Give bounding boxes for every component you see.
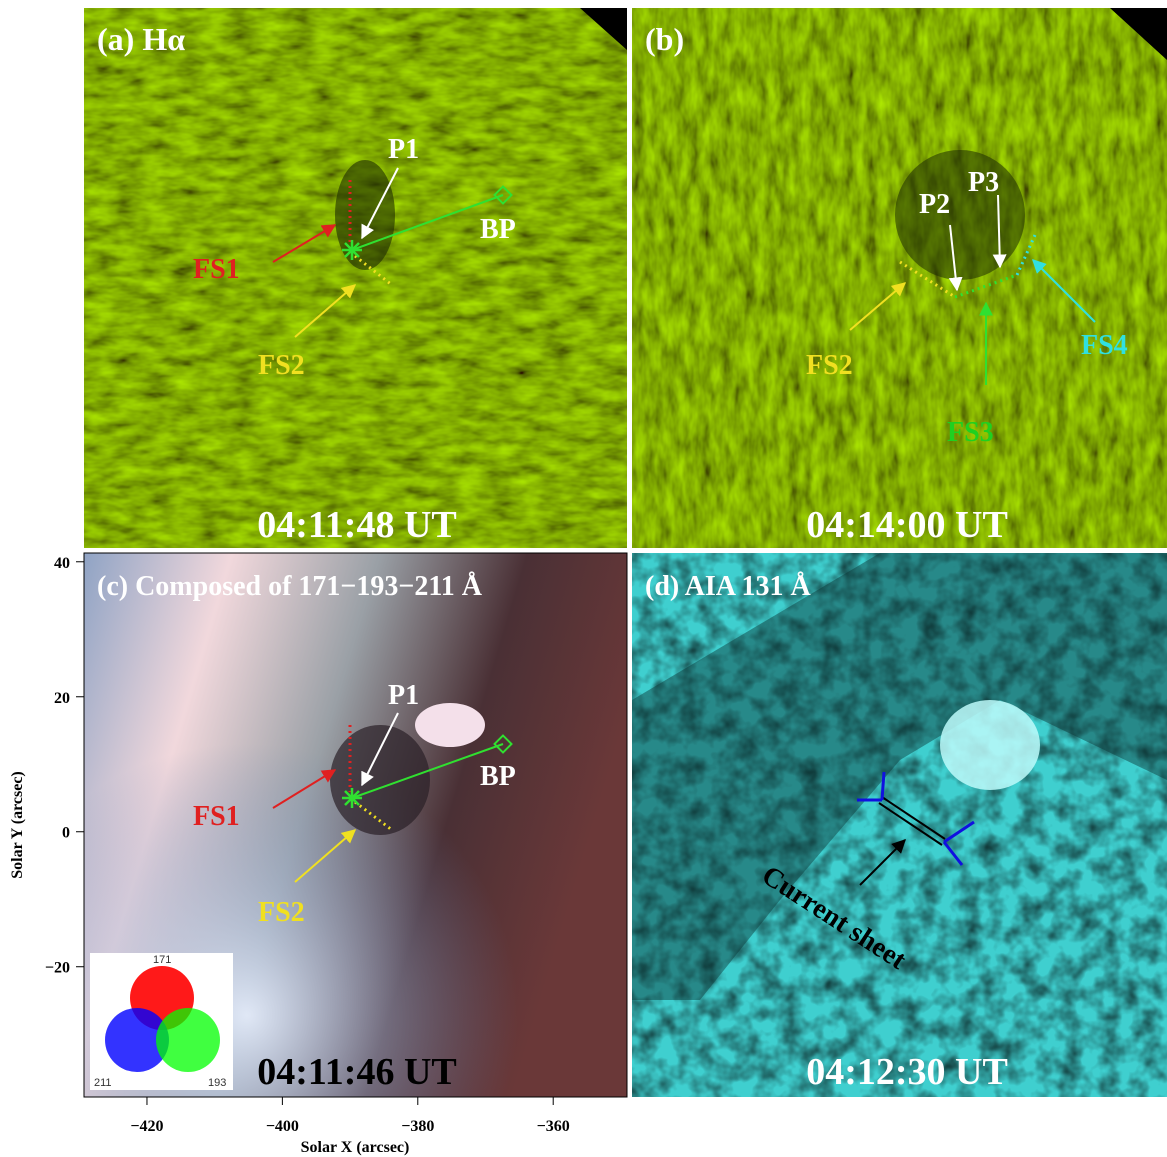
color-inset: 171 193 211 — [90, 953, 233, 1090]
star — [342, 788, 362, 808]
figure: (a) Hα P1 BP FS1 FS2 04:11:48 UT (b) P2 … — [0, 0, 1167, 1157]
x-tick-label: −380 — [401, 1118, 434, 1135]
panel-label: (c) Composed of 171−193−211 Å — [97, 571, 483, 602]
panel-label: (d) AIA 131 Å — [645, 571, 811, 602]
inset-label: 193 — [208, 1077, 226, 1089]
bright-loop — [415, 703, 485, 747]
panel-d: (d) AIA 131 Å Current sheet 04:12:30 UT — [632, 553, 1167, 1097]
dark-region — [895, 150, 1025, 280]
x-tick-label: −360 — [537, 1118, 570, 1135]
timestamp: 04:14:00 UT — [806, 504, 1008, 546]
inset-label: 211 — [94, 1077, 112, 1089]
annotation: P2 — [919, 189, 950, 220]
panel-label: (a) Hα — [97, 21, 185, 57]
timestamp: 04:11:48 UT — [257, 504, 457, 546]
timestamp: 04:12:30 UT — [806, 1051, 1008, 1093]
timestamp: 04:11:46 UT — [257, 1051, 457, 1093]
y-axis-label: Solar Y (arcsec) — [9, 771, 26, 879]
y-tick-label: −20 — [45, 960, 70, 977]
panel-label: (b) — [645, 21, 684, 57]
annotation: P1 — [388, 680, 419, 711]
dark-region — [330, 725, 430, 835]
halpha-texture — [632, 8, 1167, 548]
annotation: P1 — [388, 134, 419, 165]
annotation: FS2 — [258, 350, 305, 381]
y-tick-label: 20 — [54, 690, 70, 707]
halpha-texture — [84, 8, 627, 548]
panel-b: (b) P2 P3 FS2 FS4 FS3 04:14:00 UT — [632, 8, 1167, 548]
annotation: FS2 — [258, 897, 305, 928]
annotation: FS1 — [193, 254, 240, 285]
circle-193 — [156, 1008, 220, 1072]
annotation: BP — [480, 214, 516, 245]
annotation: BP — [480, 761, 516, 792]
y-tick-label: 40 — [54, 555, 70, 572]
annotation: FS1 — [193, 801, 240, 832]
dark-region — [335, 160, 395, 270]
annotation: FS3 — [947, 417, 994, 448]
annotation: FS2 — [806, 350, 853, 381]
annotation: FS4 — [1081, 330, 1128, 361]
x-axis-label: Solar X (arcsec) — [301, 1139, 410, 1156]
annotation: P3 — [968, 167, 999, 198]
x-tick-label: −400 — [266, 1118, 299, 1135]
panel-c: 171 193 211 (c) Composed of 171−193−211 … — [84, 553, 627, 1097]
inset-label: 171 — [153, 954, 171, 966]
panel-a: (a) Hα P1 BP FS1 FS2 04:11:48 UT — [84, 8, 627, 548]
star — [342, 240, 362, 260]
bright-loop — [940, 700, 1040, 790]
y-tick-label: 0 — [62, 825, 70, 842]
x-tick-label: −420 — [130, 1118, 163, 1135]
